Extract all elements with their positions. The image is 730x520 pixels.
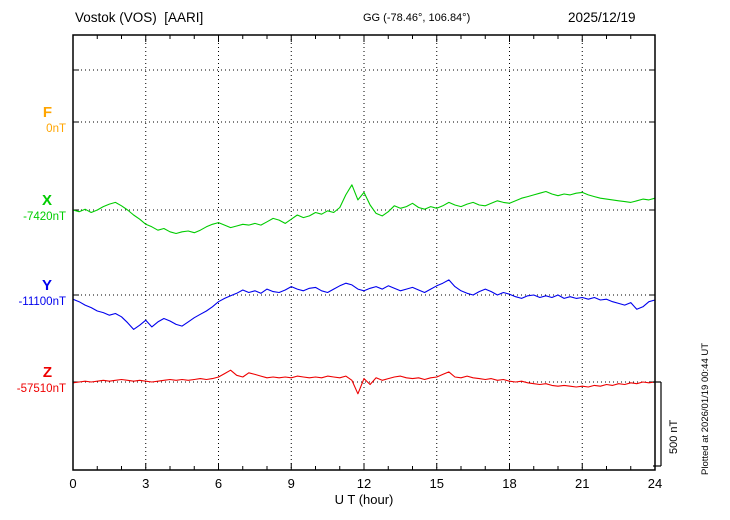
x-tick-label: 0 bbox=[69, 476, 76, 491]
plot-date: 2025/12/19 bbox=[568, 10, 636, 25]
x-tick-label: 3 bbox=[142, 476, 149, 491]
component-label-X: X -7420nT bbox=[0, 192, 68, 224]
scale-bar-label: 500 nT bbox=[668, 419, 680, 454]
trace-X bbox=[72, 184, 656, 235]
x-axis-title: U T (hour) bbox=[334, 492, 394, 507]
component-letter-Z: Z bbox=[42, 364, 52, 381]
x-tick-label: 15 bbox=[430, 476, 444, 491]
component-baseline-X: -7420nT bbox=[23, 211, 66, 223]
component-baseline-Z: -57510nT bbox=[16, 383, 66, 395]
plot-border bbox=[72, 34, 656, 471]
component-letter-X: X bbox=[41, 192, 52, 209]
x-tick-label: 12 bbox=[357, 476, 371, 491]
component-baseline-Y: -11100nT bbox=[18, 296, 66, 308]
component-letter-F: F bbox=[42, 104, 52, 121]
station-title: Vostok (VOS) [AARI] bbox=[75, 10, 204, 25]
x-tick-label: 6 bbox=[215, 476, 222, 491]
component-label-Y: Y -11100nT bbox=[0, 277, 68, 309]
trace-Y bbox=[72, 279, 656, 330]
component-label-F: F 0nT bbox=[0, 104, 68, 136]
station-coordinates: GG (-78.46°, 106.84°) bbox=[363, 12, 471, 24]
x-tick-label: 18 bbox=[502, 476, 516, 491]
trace-Z bbox=[72, 369, 656, 395]
x-tick-label: 9 bbox=[288, 476, 295, 491]
x-tick-label: 21 bbox=[575, 476, 589, 491]
component-baseline-F: 0nT bbox=[46, 123, 66, 135]
x-tick-label: 24 bbox=[648, 476, 662, 491]
plotted-at-note: Plotted at 2026/01/19 00:44 UT bbox=[700, 342, 711, 475]
component-label-Z: Z -57510nT bbox=[0, 364, 68, 396]
component-letter-Y: Y bbox=[41, 277, 52, 294]
